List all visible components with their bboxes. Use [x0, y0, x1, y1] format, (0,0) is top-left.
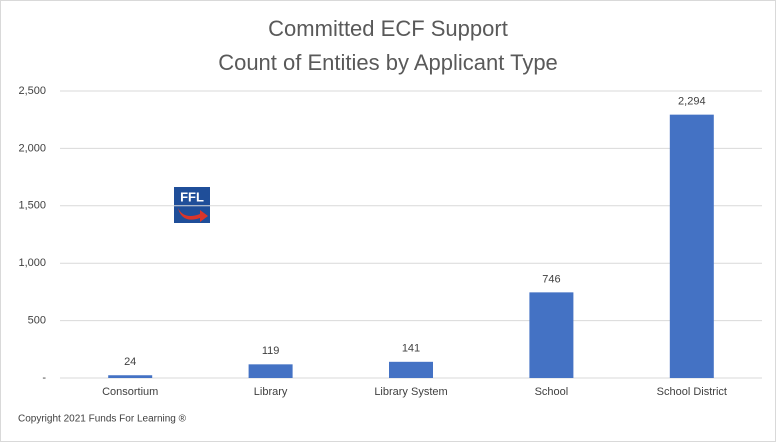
- y-tick-label: 1,500: [18, 200, 46, 212]
- chart-subtitle: Count of Entities by Applicant Type: [218, 50, 558, 75]
- value-label: 746: [542, 273, 560, 285]
- y-tick-label: -: [42, 372, 46, 384]
- x-tick-label: Library: [254, 386, 288, 398]
- value-label: 24: [124, 356, 136, 368]
- bar: [248, 364, 293, 378]
- x-tick-label: School: [535, 386, 569, 398]
- y-tick-label: 2,500: [18, 85, 46, 97]
- bar: [529, 292, 574, 378]
- y-tick-label: 2,000: [18, 142, 46, 154]
- y-tick-label: 500: [28, 315, 46, 327]
- y-tick-label: 1,000: [18, 257, 46, 269]
- bar: [108, 375, 153, 378]
- x-tick-label: School District: [657, 386, 727, 398]
- logo-arrow: [178, 208, 208, 222]
- chart-title: Committed ECF Support: [268, 16, 508, 41]
- value-label: 2,294: [678, 96, 706, 108]
- logo: FFL: [174, 187, 210, 223]
- value-label: 119: [262, 345, 280, 357]
- bar: [669, 114, 714, 378]
- bar: [389, 361, 433, 378]
- logo-text: FFL: [180, 189, 204, 204]
- x-tick-label: Consortium: [102, 386, 158, 398]
- x-tick-label: Library System: [374, 386, 447, 398]
- footer: Copyright 2021 Funds For Learning ®: [18, 414, 187, 425]
- value-label: 141: [402, 343, 420, 355]
